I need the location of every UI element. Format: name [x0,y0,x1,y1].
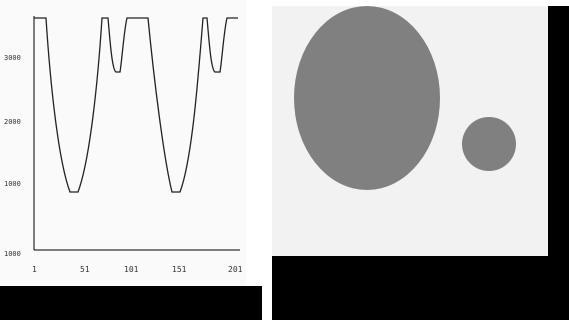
y-tick-labels: 3000 2000 1000 1000 [4,54,21,258]
y-tick-label: 2000 [4,118,21,126]
x-tick-label: 1 [32,265,37,274]
x-tick-label: 101 [124,265,139,274]
profile-plot: 3000 2000 1000 1000 1 51 101 151 201 [4,16,243,274]
x-tick-label: 151 [172,265,187,274]
black-bar [0,286,262,320]
x-tick-labels: 1 51 101 151 201 [32,265,243,274]
y-tick-label: 3000 [4,54,21,62]
profile-line [34,17,238,193]
black-bar-bottom [272,256,569,320]
x-tick-label: 51 [80,265,90,274]
y-tick-label: 1000 [4,250,21,258]
binary-image-panel [262,0,569,320]
black-bar-side [548,6,569,320]
y-tick-label: 1000 [4,180,21,188]
x-tick-label: 201 [228,265,243,274]
small-circle [462,117,516,171]
large-ellipse [294,6,440,190]
profile-plot-panel: 3000 2000 1000 1000 1 51 101 151 201 [0,0,262,320]
image-background [272,6,548,256]
shape-image [294,6,516,190]
